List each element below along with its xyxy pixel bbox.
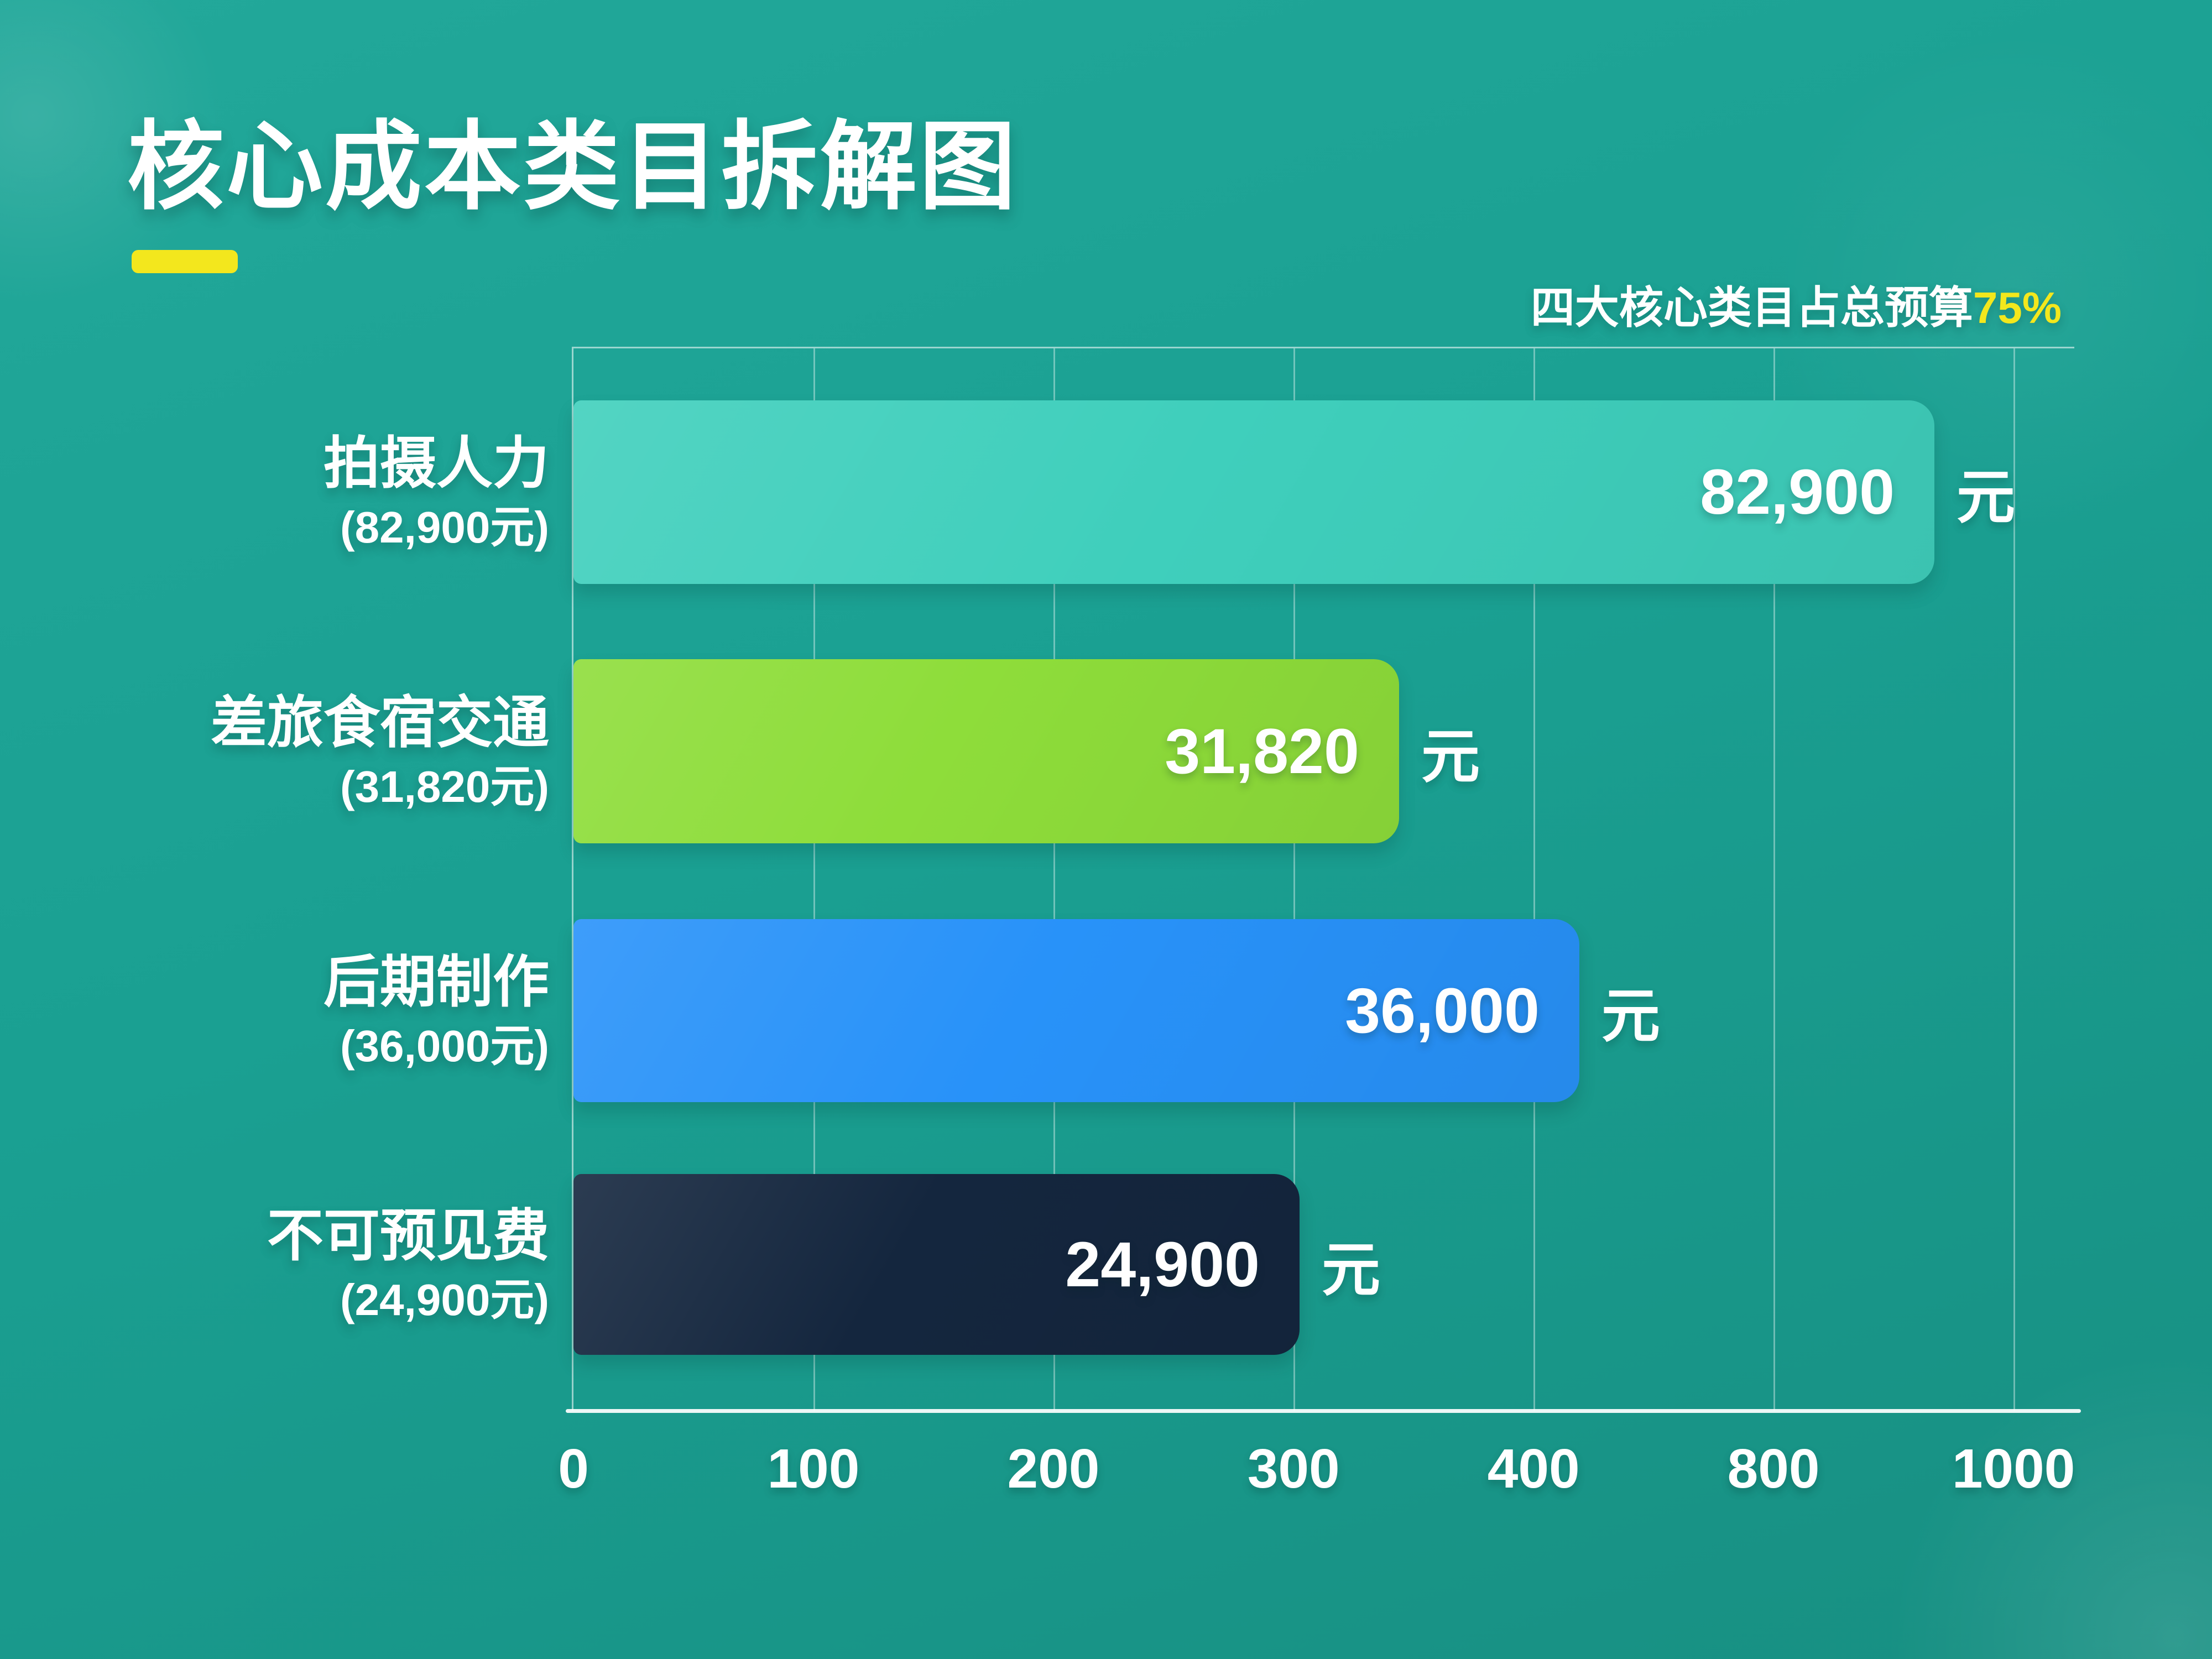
bar-value-label: 36,000 [1345, 975, 1540, 1046]
bar-unit-label: 元 [1421, 724, 1480, 790]
annotation-text: 四大核心类目占总预算 [1530, 283, 1973, 332]
category-label: 不可预见费 [267, 1204, 549, 1267]
bar-value-label: 24,900 [1065, 1229, 1260, 1300]
bar-post-production: 36,000 元 [573, 919, 1660, 1102]
category-label-group: 不可预见费 (24,900元) [267, 1204, 549, 1324]
bar-row: 差旅食宿交通 (31,820元) 31,820 元 [211, 659, 2074, 843]
x-tick-label: 300 [1247, 1438, 1340, 1500]
gridline-300 [1293, 348, 1296, 1411]
gridline-200 [1053, 348, 1055, 1411]
category-label-group: 后期制作 (36,000元) [324, 951, 549, 1070]
x-tick-label: 800 [1727, 1438, 1820, 1500]
category-label: 后期制作 [324, 950, 549, 1014]
category-label-group: 差旅食宿交通 (31,820元) [211, 691, 549, 811]
bar-contingency-fee: 24,900 元 [573, 1174, 1380, 1355]
category-label: 差旅食宿交通 [211, 691, 549, 754]
gridline-400 [1533, 348, 1536, 1411]
category-label-group: 拍摄人力 (82,900元) [324, 432, 549, 552]
chart-annotation: 四大核心类目占总预算75% [1531, 272, 2062, 336]
gridline-100 [813, 348, 815, 1411]
bar-unit-label: 元 [1957, 465, 2016, 530]
page-title: 核心成本类目拆解图 [127, 113, 1018, 221]
x-tick-label: 200 [1007, 1438, 1100, 1500]
category-sublabel: (24,900元) [340, 1275, 549, 1324]
chart-plot-area: 拍摄人力 (82,900元) 82,900 元 差旅食宿交通 (31,820元)… [211, 347, 2081, 1500]
annotation-highlight: 75% [1973, 283, 2062, 332]
gridline-800 [1773, 348, 1776, 1411]
x-tick-label: 100 [767, 1438, 860, 1500]
x-tick-label: 0 [558, 1438, 589, 1500]
bar-value-label: 82,900 [1700, 457, 1895, 528]
bar-value-label: 31,820 [1165, 716, 1359, 787]
x-axis-line [566, 1409, 2081, 1413]
category-sublabel: (82,900元) [340, 503, 549, 552]
category-sublabel: (31,820元) [340, 761, 549, 811]
bar-travel-lodging: 31,820 元 [573, 659, 1480, 843]
category-sublabel: (36,000元) [340, 1021, 549, 1071]
gridline-1000 [2013, 348, 2016, 1411]
bar-shooting-staff: 82,900 元 [573, 400, 2015, 584]
bar-row: 拍摄人力 (82,900元) 82,900 元 [324, 400, 2074, 584]
bar-row: 后期制作 (36,000元) 36,000 元 [324, 919, 2074, 1102]
bar-row: 不可预见费 (24,900元) 24,900 元 [267, 1174, 2074, 1355]
bar-unit-label: 元 [1601, 983, 1660, 1049]
x-tick-label: 1000 [1952, 1438, 2075, 1500]
x-tick-label: 400 [1487, 1438, 1580, 1500]
title-underline-accent [132, 250, 238, 273]
category-label: 拍摄人力 [324, 431, 549, 495]
bar-unit-label: 元 [1322, 1237, 1381, 1303]
